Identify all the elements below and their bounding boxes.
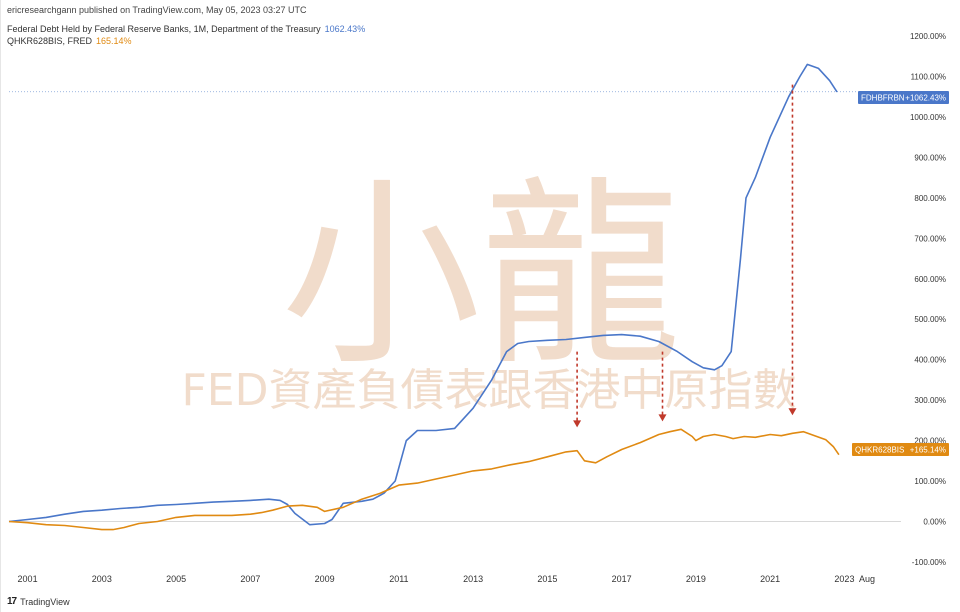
badge-fdhbfrbn-bg [858,91,949,104]
annotation-arrow-head [658,414,667,422]
x-tick-label: 2011 [389,574,408,584]
y-tick-label: 600.00% [914,275,946,284]
x-tick-label: 2023 [834,574,854,584]
legend-series-2[interactable]: QHKR628BIS, FRED 165.14% [7,36,132,46]
x-tick-label: 2007 [240,574,260,584]
legend-series-1[interactable]: Federal Debt Held by Federal Reserve Ban… [7,24,365,34]
badge-fdhbfrbn-value: +1062.43% [905,94,946,103]
series-layer [8,63,840,531]
badge-qhkr628bis-bg [852,443,949,456]
y-tick-label: 900.00% [914,153,946,162]
legend-series-1-value: 1062.43% [324,24,366,34]
tradingview-logo[interactable]: 17 TradingView [7,596,70,607]
y-tick-label: 300.00% [914,396,946,405]
x-tick-label: Aug [859,574,875,584]
series-line-fdhbfrbn [8,63,838,526]
y-tick-label: 1200.00% [910,32,946,41]
x-axis[interactable]: 2001 2003 2005 2007 2009 2011 2013 2015 2017 2019… [18,574,875,584]
x-tick-label: 2015 [537,574,557,584]
x-tick-label: 2013 [463,574,483,584]
y-tick-label: 200.00% [914,437,946,446]
series-line-qhkr628bis [8,428,840,531]
y-tick-label: 100.00% [914,477,946,486]
annotation-layer [573,84,797,428]
publisher-line: ericresearchgann published on TradingVie… [7,5,307,15]
annotation-arrow-head [788,408,797,416]
x-tick-label: 2001 [18,574,38,584]
tv-logo-icon: 17 [7,596,17,607]
legend-series-2-label: QHKR628BIS, FRED [7,36,93,46]
y-tick-label: 800.00% [914,194,946,203]
tradingview-brand: TradingView [20,596,70,607]
badge-fdhbfrbn: FDHBFRBN +1062.43% [858,91,949,104]
x-tick-label: 2017 [612,574,632,584]
watermark-title: 小龍 [281,160,681,393]
x-tick-label: 2021 [760,574,780,584]
annotation-arrow-head [573,420,582,428]
legend-series-2-value: 165.14% [96,36,132,46]
watermark-subtitle: FED資產負債表跟香港中原指數 [182,365,797,416]
badge-fdhbfrbn-symbol: FDHBFRBN [861,94,905,103]
y-axis[interactable]: 1200.00% 1100.00% 1000.00% 900.00% 800.00% 70… [910,32,946,567]
legend-series-1-label: Federal Debt Held by Federal Reserve Ban… [7,24,321,34]
badge-qhkr628bis-value: +165.14% [910,446,946,455]
badge-qhkr628bis-symbol: QHKR628BIS [855,446,904,455]
x-tick-label: 2005 [166,574,186,584]
y-tick-label: 1100.00% [911,73,946,82]
price-badges: FDHBFRBN +1062.43% QHKR628BIS +165.14% [852,91,949,456]
y-tick-label: 0.00% [923,517,946,526]
x-tick-label: 2003 [92,574,112,584]
watermark: 小龍 FED資產負債表跟香港中原指數 [182,160,797,416]
y-tick-label: 700.00% [914,234,946,243]
y-tick-label: 500.00% [914,315,946,324]
x-tick-label: 2009 [315,574,335,584]
y-tick-label: -100.00% [912,558,946,567]
y-tick-label: 400.00% [914,356,946,365]
y-tick-label: 1000.00% [910,113,946,122]
badge-qhkr628bis: QHKR628BIS +165.14% [852,443,949,456]
x-tick-label: 2019 [686,574,706,584]
